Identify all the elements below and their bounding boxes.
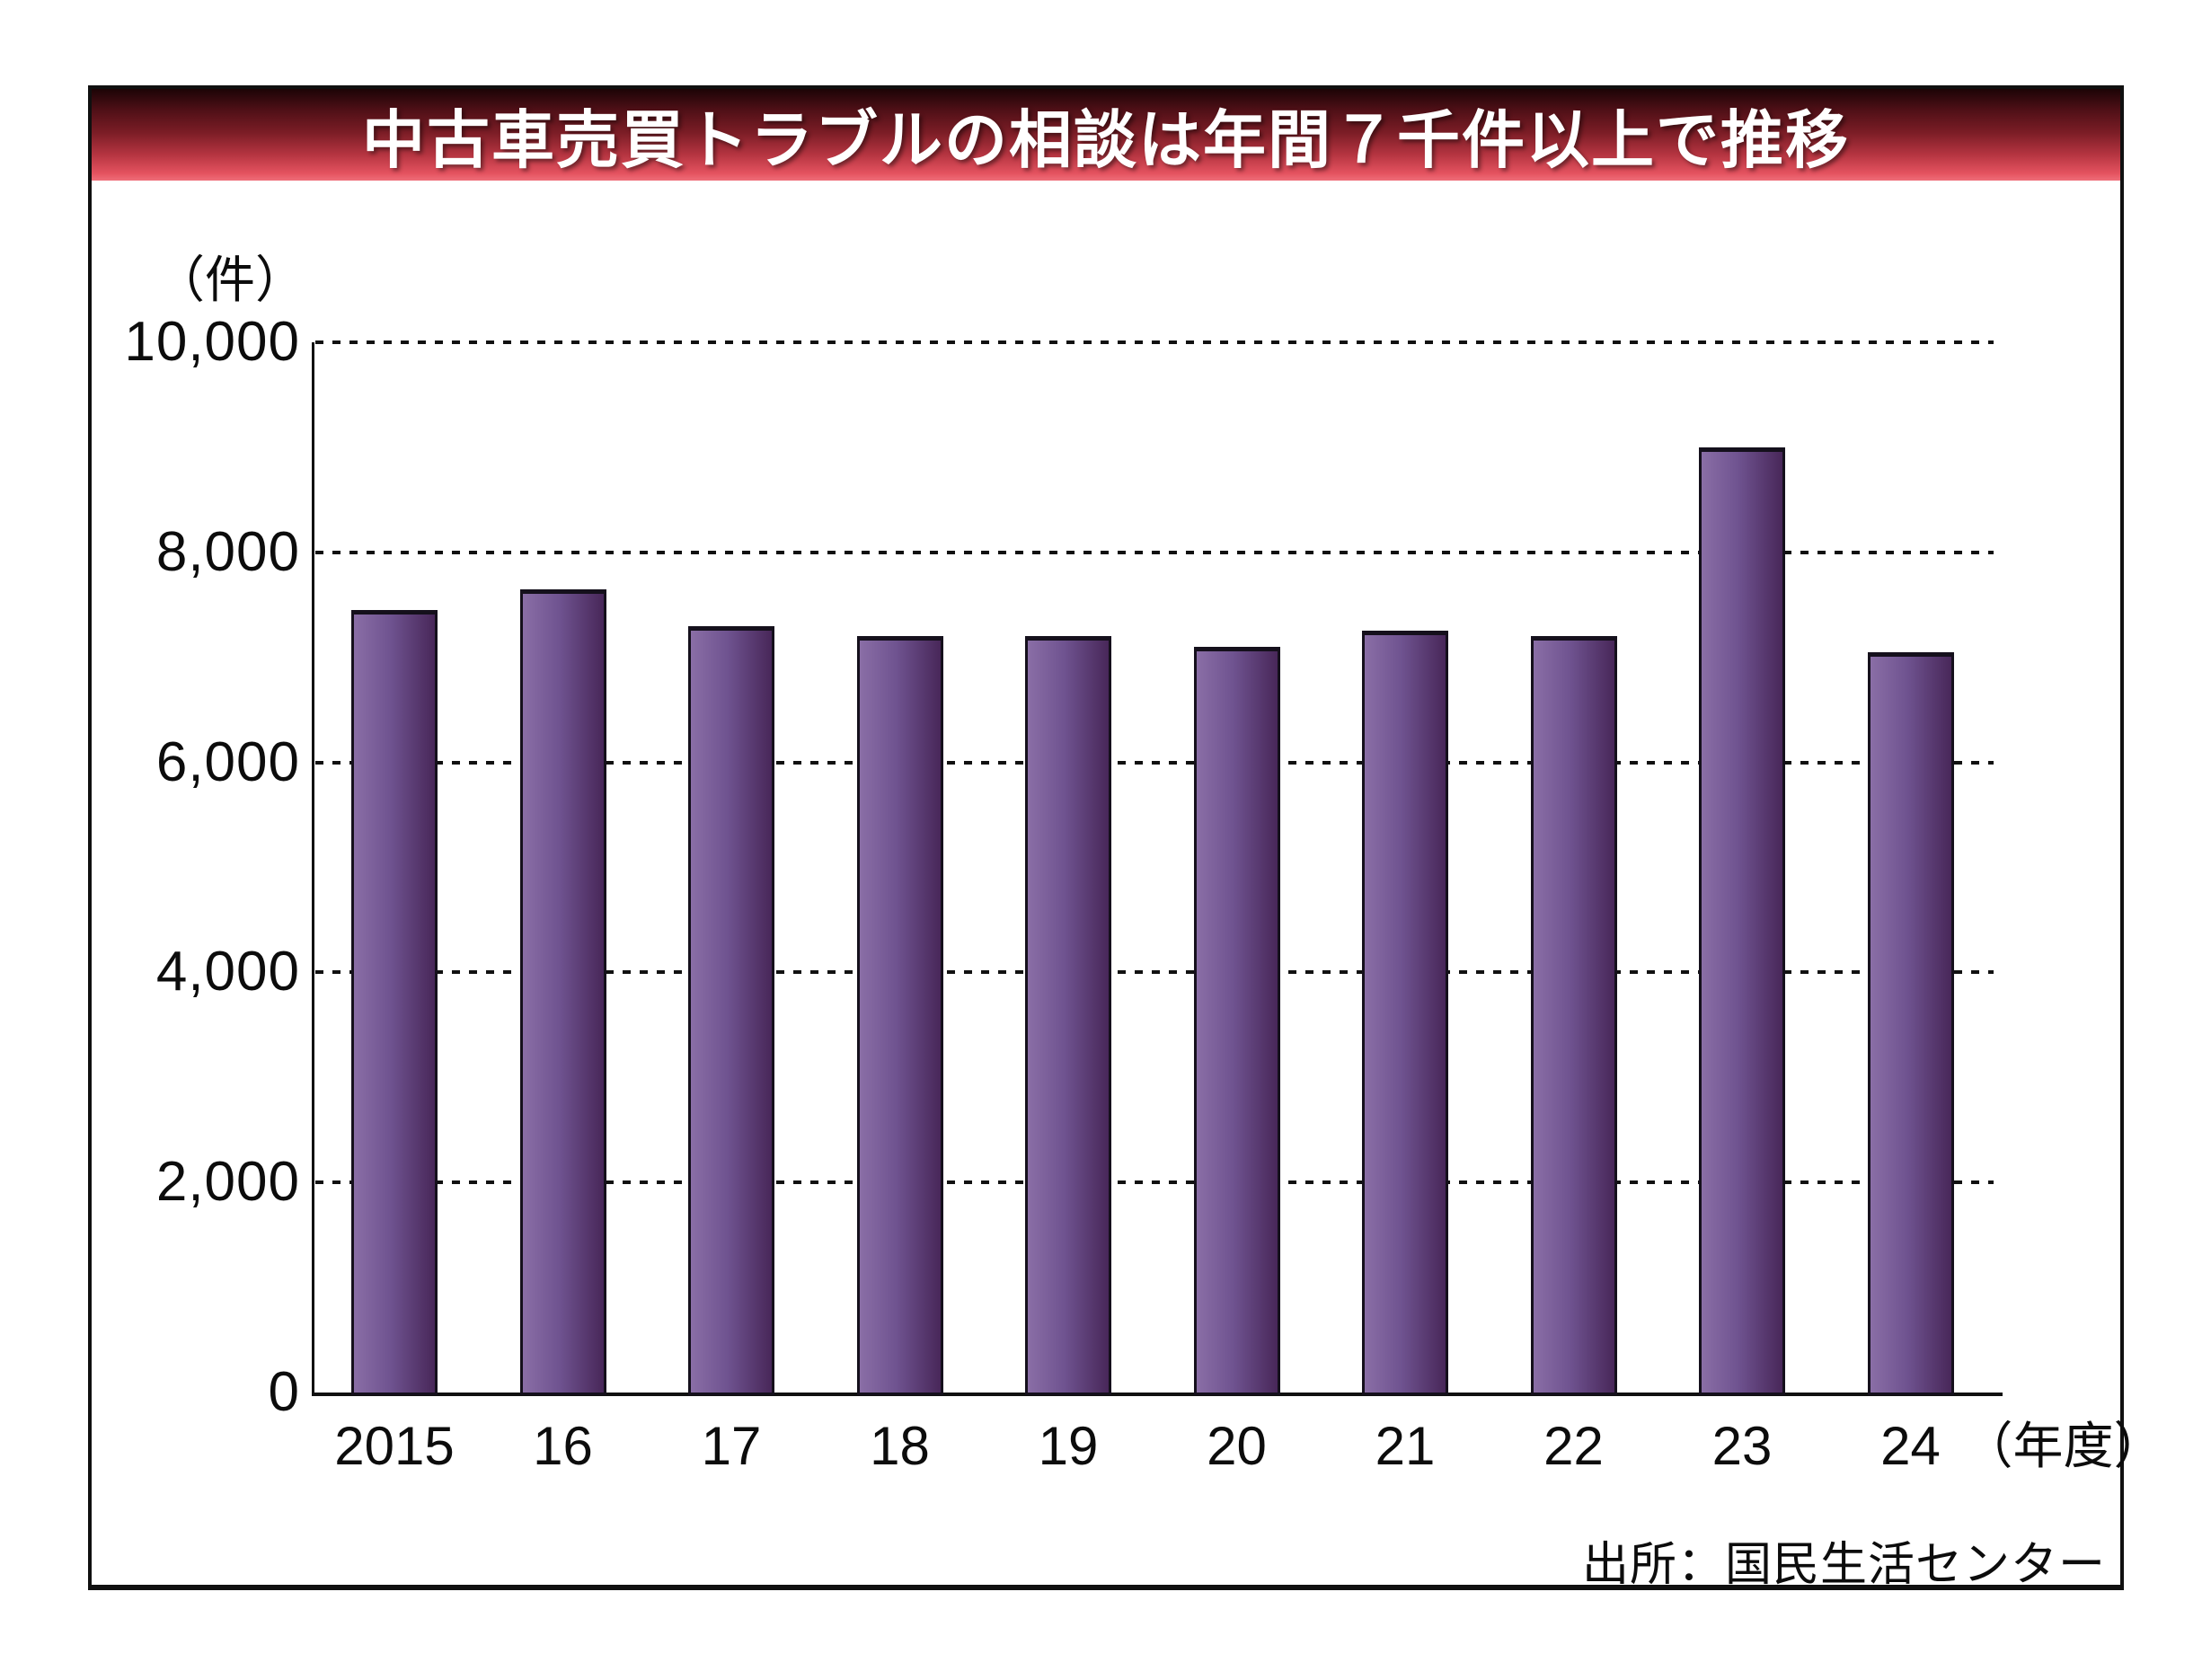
y-tick-label-8000: 8,000 <box>155 520 300 583</box>
x-axis-suffix-label: （年度） <box>1962 1418 2164 1474</box>
x-tick-label-18: 18 <box>870 1416 930 1476</box>
bar-18 <box>856 636 943 1395</box>
bar-22 <box>1530 636 1617 1395</box>
bar-2015 <box>351 610 438 1395</box>
plot-area: 0 2,000 4,000 6,000 8,000 10,000 2015 16 17 18 19 2… <box>92 89 2163 1585</box>
gridline-8000 <box>315 550 1994 554</box>
bar-20 <box>1193 647 1280 1395</box>
x-tick-label-16: 16 <box>533 1416 593 1476</box>
gridline-6000 <box>315 760 1994 765</box>
gridline-10000 <box>315 340 1994 344</box>
y-tick-label-2000: 2,000 <box>155 1151 300 1214</box>
y-tick-label-10000: 10,000 <box>124 311 300 373</box>
x-tick-label-2015: 2015 <box>334 1416 455 1476</box>
y-tick-label-4000: 4,000 <box>155 941 300 1004</box>
y-axis-unit-label: （件） <box>155 252 305 308</box>
y-tick-label-0: 0 <box>268 1361 300 1423</box>
x-tick-label-23: 23 <box>1711 1416 1773 1476</box>
bar-16 <box>519 588 606 1395</box>
y-axis-line <box>312 342 314 1396</box>
gridline-2000 <box>315 1180 1994 1185</box>
title-banner: 中古車売買トラブルの相談は年間７千件以上で推移 <box>92 89 2120 181</box>
chart-title: 中古車売買トラブルの相談は年間７千件以上で推移 <box>362 104 1850 175</box>
bar-23 <box>1699 447 1785 1395</box>
bar-21 <box>1362 631 1448 1395</box>
x-axis-line <box>312 1393 2003 1396</box>
x-tick-label-21: 21 <box>1375 1416 1436 1476</box>
bar-19 <box>1025 636 1111 1395</box>
x-tick-label-20: 20 <box>1207 1416 1267 1476</box>
x-tick-label-19: 19 <box>1038 1416 1099 1476</box>
y-tick-label-6000: 6,000 <box>155 730 300 793</box>
x-tick-label-24: 24 <box>1880 1416 1941 1476</box>
x-tick-label-17: 17 <box>701 1416 762 1476</box>
source-label: 出所：国民生活センター <box>1581 1539 2106 1591</box>
x-tick-label-22: 22 <box>1543 1416 1604 1476</box>
gridline-4000 <box>315 970 1994 975</box>
bar-17 <box>688 625 774 1395</box>
chart-figure: 中古車売買トラブルの相談は年間７千件以上で推移 （件） 0 2,000 4,000 6… <box>88 85 2164 1591</box>
bar-24 <box>1867 651 1954 1395</box>
